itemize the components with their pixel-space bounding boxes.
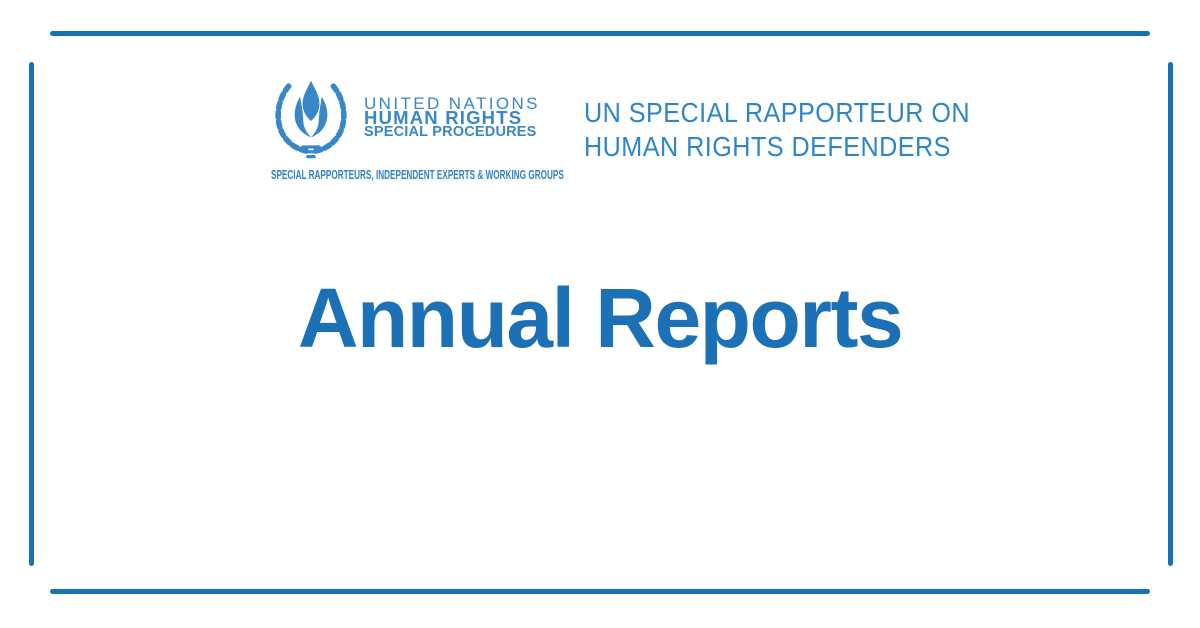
logo-line-human-rights: HUMAN RIGHTS xyxy=(364,107,523,128)
page-title: Annual Reports xyxy=(297,271,904,365)
mandate-line2: HUMAN RIGHTS DEFENDERS xyxy=(584,131,951,162)
frame-line-right xyxy=(1168,62,1173,566)
mandate-title: UN SPECIAL RAPPORTEUR ON HUMAN RIGHTS DE… xyxy=(584,96,970,164)
frame-line-top xyxy=(50,31,1150,36)
logo-wordmark: UNITED NATIONS HUMAN RIGHTS SPECIAL PROC… xyxy=(364,94,540,140)
logo-line-united-nations: UNITED NATIONS xyxy=(364,94,540,113)
frame-line-bottom xyxy=(50,589,1150,594)
logo-tagline: SPECIAL RAPPORTEURS, INDEPENDENT EXPERTS… xyxy=(271,168,564,182)
frame-line-left xyxy=(29,62,34,566)
un-wreath-flame-icon xyxy=(275,80,347,159)
mandate-line1: UN SPECIAL RAPPORTEUR ON xyxy=(584,97,971,128)
logo-line-special-procedures: SPECIAL PROCEDURES xyxy=(364,124,537,140)
